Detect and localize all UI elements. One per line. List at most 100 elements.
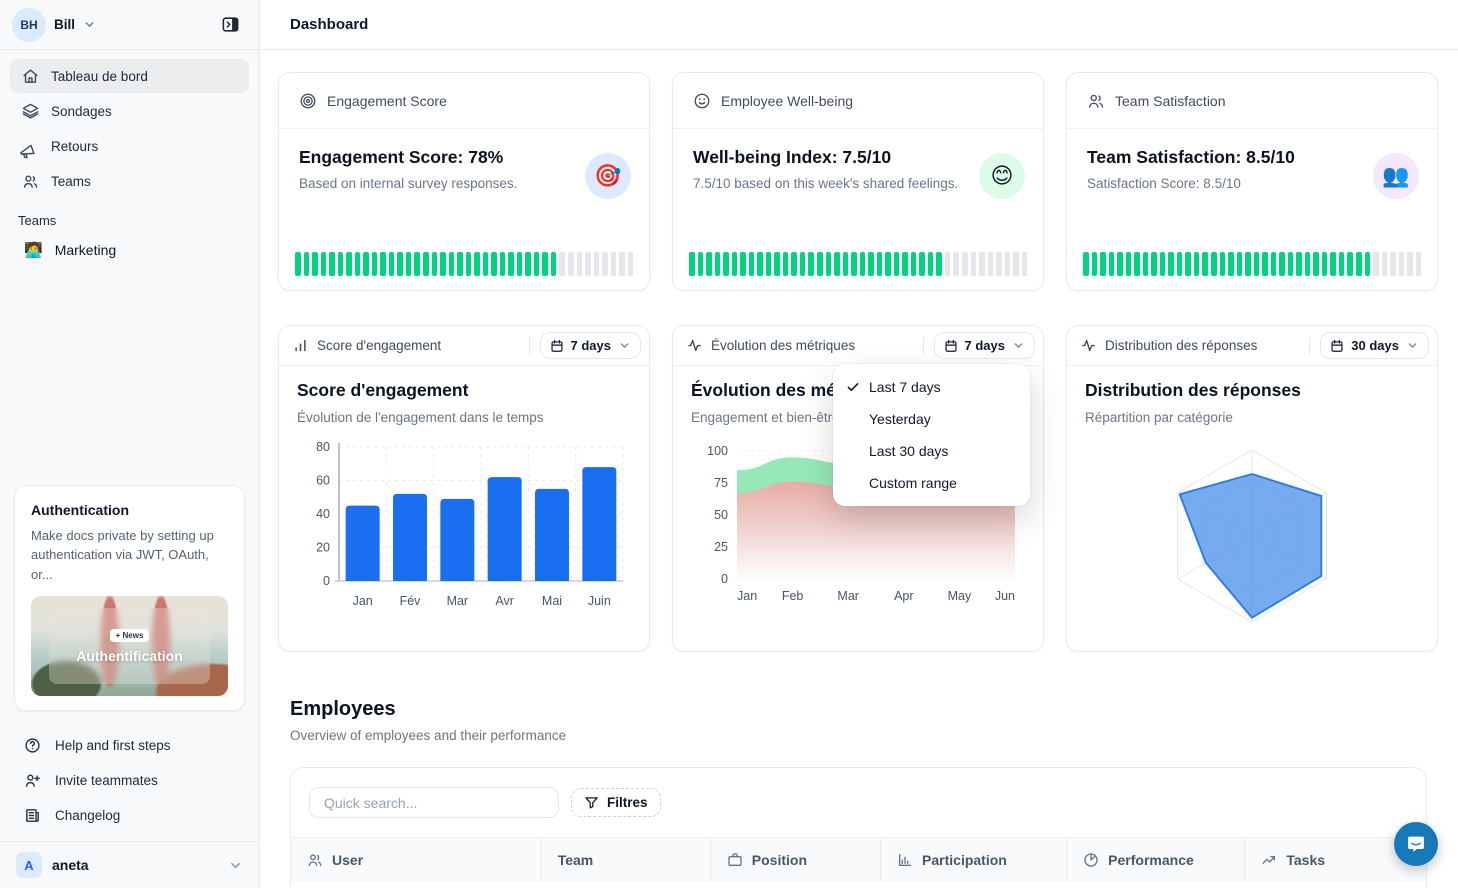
column-header-performance[interactable]: Performance: [1066, 838, 1244, 882]
chart-title: Score d'engagement: [297, 380, 469, 400]
menu-item-custom-range[interactable]: Custom range: [833, 467, 1030, 499]
card-body: Engagement Score: 78% Based on internal …: [279, 129, 649, 290]
card-header: Employee Well-being: [673, 73, 1043, 129]
metric-value: Well-being Index: 7.5/10: [693, 147, 892, 167]
svg-text:0: 0: [721, 572, 728, 586]
promo-image-caption: Authentification: [76, 647, 183, 664]
svg-text:Jan: Jan: [353, 594, 373, 608]
sidebar-item-label: Retours: [51, 138, 99, 154]
column-header-tasks[interactable]: Tasks: [1244, 838, 1426, 882]
teams-section-label: Teams: [18, 213, 57, 228]
chat-launcher-button[interactable]: [1394, 822, 1438, 866]
employees-table-card: Filtres User Team Position: [290, 767, 1427, 888]
chevron-down-icon: [1408, 343, 1417, 348]
sidebar-header: BH Bill: [0, 0, 259, 50]
sidebar-item-marketing[interactable]: 🧑‍💻 Marketing: [10, 234, 249, 266]
table-toolbar: Filtres: [291, 768, 1426, 828]
chart-title: Distribution des réponses: [1085, 380, 1301, 400]
svg-text:Fév: Fév: [400, 594, 422, 608]
sidebar-item-label: Tableau de bord: [51, 68, 148, 84]
column-header-participation[interactable]: Participation: [880, 838, 1066, 882]
busts-emoji-icon: 👥: [1373, 153, 1419, 199]
promo-image-overlay: + News Authentification: [49, 608, 210, 684]
calendar-icon: [944, 339, 957, 352]
sidebar-item-label: Sondages: [51, 103, 112, 119]
target-emoji-icon: 🎯: [585, 153, 631, 199]
card-header-label: Évolution des métriques: [711, 338, 856, 353]
sidebar-item-label: Teams: [51, 173, 91, 189]
pie-chart-icon: [1084, 853, 1098, 867]
account-menu[interactable]: A aneta: [0, 841, 259, 888]
menu-item-yesterday[interactable]: Yesterday: [833, 403, 1030, 435]
bar-chart-icon: [295, 339, 306, 352]
svg-text:Mar: Mar: [837, 589, 859, 603]
svg-text:25: 25: [714, 540, 728, 554]
svg-text:40: 40: [316, 507, 330, 521]
date-range-label: 7 days: [570, 338, 611, 353]
wellbeing-card: Employee Well-being Well-being Index: 7.…: [672, 72, 1044, 291]
activity-icon: [1082, 339, 1095, 352]
employees-title: Employees: [290, 698, 396, 720]
sidebar-item-changelog[interactable]: Changelog: [10, 798, 249, 832]
menu-item-last-7-days[interactable]: Last 7 days: [833, 371, 1030, 403]
svg-text:Jun: Jun: [995, 589, 1015, 603]
workspace-switcher[interactable]: BH Bill: [12, 7, 96, 42]
segmented-progress-bar: [295, 252, 634, 276]
sidebar-item-invite[interactable]: Invite teammates: [10, 763, 249, 797]
menu-item-label: Custom range: [869, 475, 957, 491]
card-body: Évolution des métriques Engagement et bi…: [673, 366, 1043, 609]
collapse-sidebar-button[interactable]: [213, 8, 247, 42]
sidebar-item-surveys[interactable]: Sondages: [10, 94, 249, 128]
svg-text:Avr: Avr: [495, 594, 514, 608]
date-range-label: 30 days: [1351, 338, 1399, 353]
column-label: Tasks: [1286, 852, 1326, 868]
date-range-button[interactable]: 7 days: [539, 332, 641, 359]
metric-subtitle: Satisfaction Score: 8.5/10: [1087, 176, 1241, 191]
column-header-position[interactable]: Position: [709, 838, 880, 882]
svg-text:Juin: Juin: [588, 594, 611, 608]
svg-text:60: 60: [316, 474, 330, 488]
sidebar-item-feedback[interactable]: Retours: [10, 129, 249, 163]
activity-icon: [688, 339, 701, 352]
workspace-name: Bill: [54, 17, 76, 32]
promo-card-authentication[interactable]: Authentication Make docs private by sett…: [14, 484, 245, 711]
footer-item-label: Changelog: [55, 807, 121, 823]
card-body: Well-being Index: 7.5/10 7.5/10 based on…: [673, 129, 1043, 290]
menu-item-last-30-days[interactable]: Last 30 days: [833, 435, 1030, 467]
sidebar-item-dashboard[interactable]: Tableau de bord: [10, 59, 249, 93]
column-header-team[interactable]: Team: [540, 838, 710, 882]
card-body: Distribution des réponses Répartition pa…: [1067, 366, 1437, 635]
users-icon: [308, 854, 322, 866]
column-header-user[interactable]: User: [291, 838, 541, 882]
menu-item-label: Last 30 days: [869, 443, 949, 459]
responses-radar-chart: [1177, 449, 1327, 623]
column-label: Team: [557, 852, 594, 868]
sidebar-item-teams[interactable]: Teams: [10, 164, 249, 198]
svg-text:Apr: Apr: [894, 589, 913, 603]
svg-text:75: 75: [714, 476, 728, 490]
sidebar-item-help[interactable]: Help and first steps: [10, 728, 249, 762]
date-range-button[interactable]: 30 days: [1320, 332, 1429, 359]
metric-subtitle: Based on internal survey responses.: [299, 176, 518, 191]
search-input[interactable]: [309, 787, 559, 818]
account-avatar: A: [16, 852, 42, 878]
date-range-menu: Last 7 days Yesterday Last 30 days Custo…: [833, 364, 1030, 506]
check-icon: [847, 383, 859, 391]
news-badge: + News: [109, 628, 150, 642]
svg-text:50: 50: [714, 508, 728, 522]
table-header-row: User Team Position Participation: [291, 837, 1426, 882]
card-header: Évolution des métriques 7 days: [673, 326, 1043, 366]
chevron-down-icon: [620, 343, 629, 348]
responses-distribution-card: Distribution des réponses 30 days Distri…: [1066, 325, 1438, 652]
svg-text:Feb: Feb: [782, 589, 804, 603]
date-range-button[interactable]: 7 days: [933, 332, 1035, 359]
chevron-down-icon: [231, 862, 240, 868]
smiling-emoji-icon: 😊: [979, 153, 1025, 199]
filters-button[interactable]: Filtres: [571, 788, 661, 817]
metric-cards-row: Engagement Score Engagement Score: 78% B…: [278, 72, 1438, 291]
svg-text:80: 80: [316, 440, 330, 454]
trending-up-icon: [1262, 856, 1276, 864]
promo-image[interactable]: + News Authentification: [31, 596, 228, 696]
users-icon: [1088, 94, 1104, 108]
card-header: Engagement Score: [279, 73, 649, 129]
